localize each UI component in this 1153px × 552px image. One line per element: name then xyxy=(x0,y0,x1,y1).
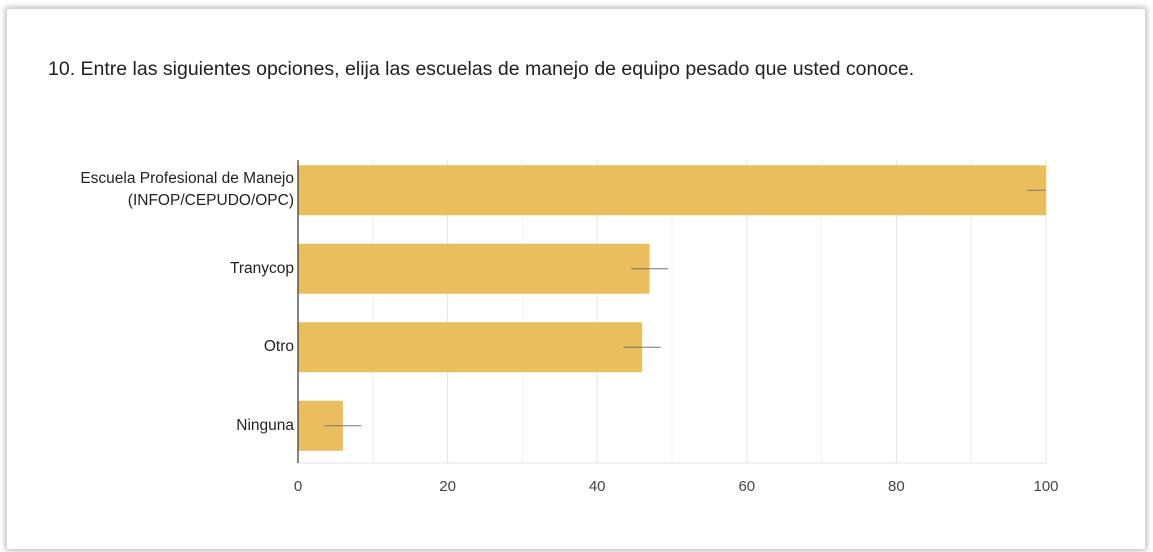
chart-title: 10. Entre las siguientes opciones, elija… xyxy=(48,58,915,80)
category-label: Otro xyxy=(263,338,294,356)
bar xyxy=(298,322,643,373)
bar xyxy=(298,165,1046,216)
bar xyxy=(298,243,650,294)
category-label: Tranycop xyxy=(229,259,294,277)
x-tick-label: 40 xyxy=(589,478,606,495)
x-tick-label: 0 xyxy=(294,478,302,495)
x-tick-label: 100 xyxy=(1033,478,1058,495)
category-label: Escuela Profesional de Manejo (INFOP/CEP… xyxy=(80,170,294,210)
bars xyxy=(298,165,1046,451)
category-label: Ninguna xyxy=(236,416,294,434)
x-tick-label: 20 xyxy=(439,478,456,495)
x-tick-label: 80 xyxy=(888,478,905,495)
x-tick-label: 60 xyxy=(738,478,755,495)
